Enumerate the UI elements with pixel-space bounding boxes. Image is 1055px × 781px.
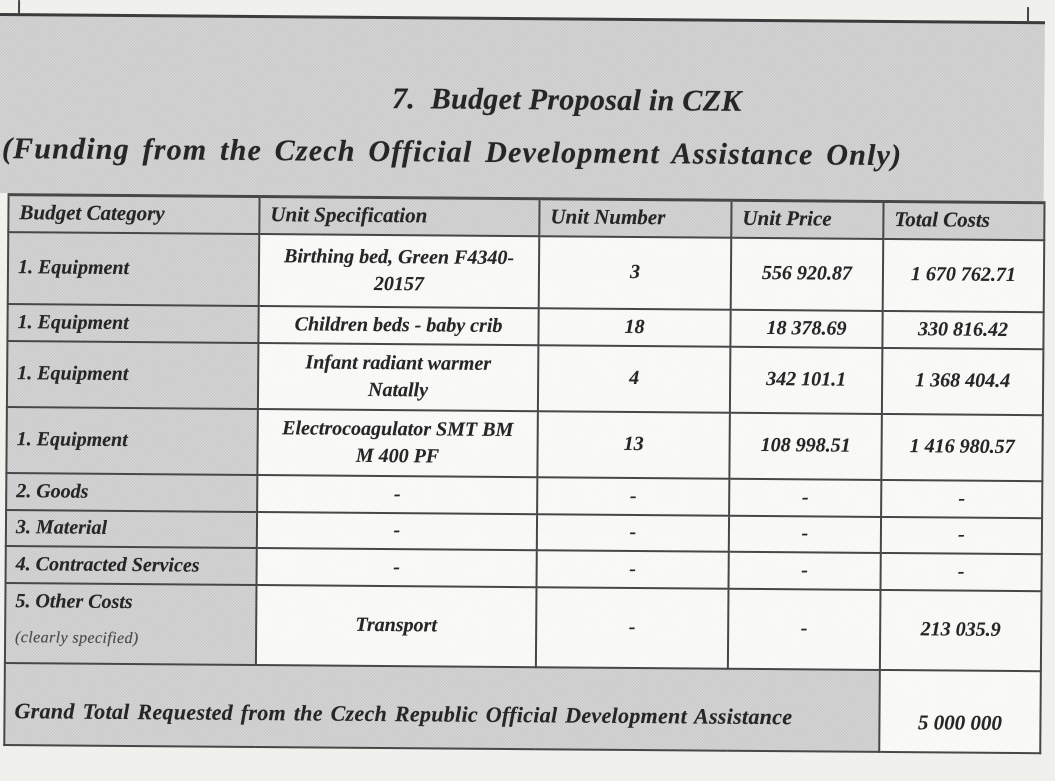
section-subtitle: (Funding from the Czech Official Develop…	[1, 132, 903, 173]
unit-number-cell: -	[537, 476, 730, 516]
total-costs-cell: 330 816.42	[882, 310, 1044, 349]
total-costs-cell: 1 670 762.71	[882, 238, 1045, 312]
col-header-total-costs: Total Costs	[883, 201, 1045, 240]
total-costs-cell: 1 416 980.57	[881, 413, 1043, 481]
unit-number-cell: 4	[537, 344, 731, 413]
total-costs-cell: 1 368 404.4	[881, 347, 1044, 415]
budget-category-note: (clearly specified)	[15, 628, 139, 647]
unit-number-cell: -	[536, 549, 729, 589]
unit-price-cell: -	[727, 588, 881, 670]
budget-table: Budget Category Unit Specification Unit …	[3, 193, 1045, 754]
unit-specification-cell: -	[256, 547, 537, 587]
total-costs-cell: -	[880, 552, 1042, 591]
col-header-unit-number: Unit Number	[539, 198, 732, 238]
title-block: 7. Budget Proposal in CZK (Funding from …	[0, 13, 1045, 202]
scan-artifact-left-line	[17, 0, 21, 14]
unit-number-cell: 3	[538, 235, 732, 310]
col-header-budget-category: Budget Category	[8, 194, 260, 234]
budget-category-cell: 1. Equipment	[7, 303, 259, 343]
col-header-unit-specification: Unit Specification	[259, 196, 540, 236]
total-costs-cell: 213 035.9	[879, 589, 1042, 671]
budget-category-cell: 2. Goods	[6, 472, 258, 512]
budget-category-cell: 3. Material	[5, 509, 258, 548]
budget-sheet: 7. Budget Proposal in CZK (Funding from …	[0, 0, 1045, 754]
unit-number-cell: -	[536, 513, 730, 552]
col-header-unit-price: Unit Price	[731, 200, 884, 239]
budget-category-cell: 1. Equipment	[6, 406, 258, 475]
unit-specification-cell: Birthing bed, Green F4340- 20157	[258, 233, 540, 308]
unit-number-cell: -	[535, 586, 729, 669]
unit-specification-cell: -	[256, 511, 538, 550]
section-title: 7. Budget Proposal in CZK	[391, 82, 742, 118]
unit-specification-cell: Infant radiant warmer Natally	[257, 342, 539, 411]
unit-price-cell: 18 378.69	[730, 309, 883, 348]
unit-price-cell: 342 101.1	[729, 346, 883, 414]
grand-total-row: Grand Total Requested from the Czech Rep…	[4, 662, 1041, 753]
unit-specification-cell: Electrocoagulator SMT BM M 400 PF	[257, 408, 538, 477]
unit-price-cell: -	[728, 551, 881, 590]
unit-specification-cell: -	[257, 474, 538, 514]
unit-price-cell: 556 920.87	[730, 237, 884, 311]
unit-number-cell: 13	[537, 410, 730, 479]
unit-price-cell: -	[729, 478, 882, 517]
grand-total-label: Grand Total Requested from the Czech Rep…	[4, 662, 880, 752]
total-costs-cell: -	[880, 516, 1043, 554]
table-row: 1. Equipment Infant radiant warmer Natal…	[6, 340, 1044, 415]
unit-specification-cell: Transport	[255, 584, 537, 667]
total-costs-cell: -	[881, 479, 1043, 518]
budget-category-cell: 1. Equipment	[7, 231, 260, 306]
unit-number-cell: 18	[538, 307, 731, 347]
table-row: 5. Other Costs (clearly specified) Trans…	[4, 582, 1042, 671]
table-row: 1. Equipment Electrocoagulator SMT BM M …	[6, 406, 1043, 481]
table-row: 1. Equipment Birthing bed, Green F4340- …	[7, 231, 1045, 312]
budget-category-label: 5. Other Costs	[15, 589, 133, 613]
budget-category-cell: 4. Contracted Services	[5, 545, 257, 585]
unit-specification-cell: Children beds - baby crib	[258, 305, 539, 345]
scan-artifact-right-line	[1026, 7, 1030, 22]
unit-price-cell: 108 998.51	[729, 412, 882, 480]
grand-total-amount: 5 000 000	[879, 669, 1041, 753]
budget-category-cell: 1. Equipment	[6, 340, 259, 409]
unit-price-cell: -	[728, 515, 882, 553]
budget-category-cell: 5. Other Costs (clearly specified)	[4, 582, 257, 665]
